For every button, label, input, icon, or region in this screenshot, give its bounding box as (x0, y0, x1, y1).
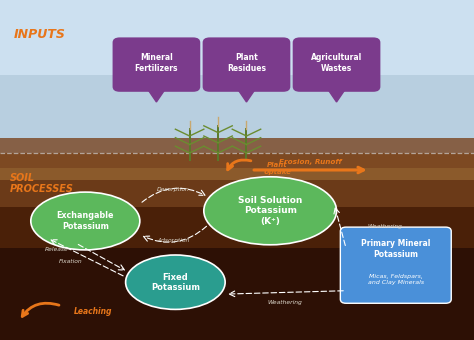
Text: Soil Solution
Potassium
(K⁺): Soil Solution Potassium (K⁺) (238, 196, 302, 226)
FancyBboxPatch shape (0, 153, 474, 180)
FancyBboxPatch shape (0, 0, 474, 153)
Text: Erosion, Runoff: Erosion, Runoff (279, 159, 342, 165)
Ellipse shape (204, 177, 337, 245)
FancyBboxPatch shape (202, 37, 290, 92)
Text: Release: Release (45, 248, 69, 252)
Text: Weathering: Weathering (267, 300, 302, 305)
Polygon shape (236, 87, 257, 102)
Text: Fixation: Fixation (59, 259, 83, 264)
FancyBboxPatch shape (0, 248, 474, 340)
FancyBboxPatch shape (0, 207, 474, 248)
FancyBboxPatch shape (0, 138, 474, 168)
FancyBboxPatch shape (292, 37, 380, 92)
Text: Fixed
Potassium: Fixed Potassium (151, 272, 200, 292)
Text: INPUTS: INPUTS (14, 28, 66, 40)
Text: Mineral
Fertilizers: Mineral Fertilizers (135, 53, 178, 73)
Text: SOIL
PROCESSES: SOIL PROCESSES (9, 173, 73, 194)
Text: Leaching: Leaching (73, 307, 112, 316)
Ellipse shape (31, 192, 140, 250)
Polygon shape (146, 87, 167, 102)
FancyBboxPatch shape (0, 0, 474, 75)
Text: Plant
Residues: Plant Residues (227, 53, 266, 73)
Ellipse shape (126, 255, 225, 309)
Polygon shape (326, 87, 347, 102)
Text: Plant
Uptake: Plant Uptake (263, 162, 291, 175)
FancyBboxPatch shape (112, 37, 200, 92)
FancyBboxPatch shape (0, 180, 474, 207)
Text: Micas, Feldspars,
and Clay Minerals: Micas, Feldspars, and Clay Minerals (368, 274, 424, 285)
FancyBboxPatch shape (340, 227, 451, 303)
Text: Desorption: Desorption (156, 187, 190, 192)
Text: Agricultural
Wastes: Agricultural Wastes (311, 53, 362, 73)
Text: Weathering: Weathering (367, 224, 402, 228)
Text: Primary Mineral
Potassium: Primary Mineral Potassium (361, 239, 430, 259)
Text: Adsorption: Adsorption (157, 238, 189, 243)
Text: Exchangable
Potassium: Exchangable Potassium (56, 211, 114, 231)
